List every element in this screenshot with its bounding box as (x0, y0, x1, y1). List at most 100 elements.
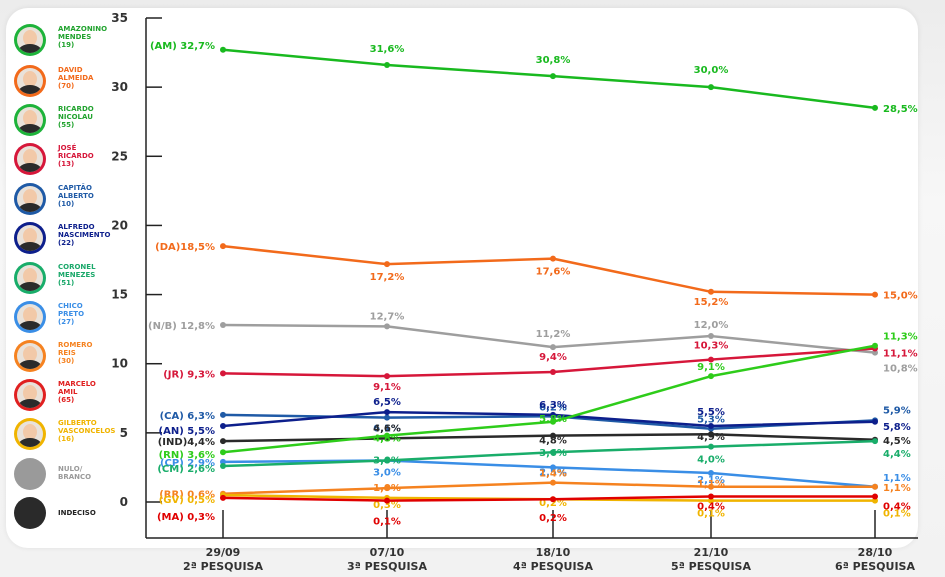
data-label: 5,3% (697, 415, 725, 426)
data-point (220, 449, 226, 456)
data-point (550, 418, 556, 425)
data-point (708, 288, 714, 295)
data-label: 9,1% (697, 362, 725, 373)
legend-item: CAPITÃO ALBERTO (10) (14, 183, 134, 223)
y-tick-label: 25 (111, 149, 128, 163)
legend-label: RICARDO NICOLAU (55) (58, 105, 136, 129)
legend-label: CORONEL MENEZES (51) (58, 263, 136, 287)
candidate-photo-icon (14, 340, 46, 372)
legend-label: ALFREDO NASCIMENTO (22) (58, 223, 136, 247)
legend-label: JOSÉ RICARDO (13) (58, 144, 136, 168)
data-label: 4,5% (883, 436, 911, 447)
data-label: 5,8% (539, 414, 567, 425)
data-label: 9,1% (373, 382, 401, 393)
data-point (708, 333, 714, 340)
data-label: 1,1% (697, 479, 725, 490)
data-label: (DA)18,5% (155, 242, 215, 253)
legend-item: GILBERTO VASCONCELOS (16) (14, 418, 134, 458)
candidate-name: INDECISO (58, 509, 96, 517)
legend-item: INDECISO (14, 497, 134, 537)
data-label: 15,2% (694, 297, 729, 308)
data-point (872, 497, 878, 504)
legend-label: CAPITÃO ALBERTO (10) (58, 184, 136, 208)
data-label: 5,9% (883, 405, 911, 416)
x-tick-sublabel: 5ª PESQUISA (671, 560, 751, 573)
data-label: 3,0% (373, 456, 401, 467)
legend-label: INDECISO (58, 509, 136, 517)
candidate-photo-icon (14, 262, 46, 294)
data-point (708, 469, 714, 476)
data-label: 4,8% (539, 436, 567, 447)
data-point (384, 62, 390, 69)
data-label: 4,8% (373, 434, 401, 445)
data-label: 2,1% (697, 475, 725, 486)
data-point (384, 261, 390, 268)
data-point (872, 349, 878, 356)
x-tick-sublabel: 2ª PESQUISA (183, 560, 263, 573)
data-label: 11,2% (536, 329, 571, 340)
data-label: (GV) 0,5% (159, 495, 215, 506)
data-label: (AN) 5,5% (159, 426, 215, 437)
series-line (221, 481, 877, 495)
data-point (384, 414, 390, 421)
data-label: 30,8% (536, 55, 571, 66)
legend-label: MARCELO AMIL (65) (58, 380, 136, 404)
candidate-photo-icon (14, 301, 46, 333)
data-point (384, 409, 390, 416)
candidate-photo-icon (14, 418, 46, 450)
data-label: 15,0% (883, 291, 918, 302)
data-label: (AM) 32,7% (150, 41, 215, 52)
data-label: 0,1% (883, 509, 911, 520)
y-tick-label: 20 (111, 218, 128, 232)
data-label: 28,5% (883, 104, 918, 115)
data-point (220, 438, 226, 445)
data-point (384, 497, 390, 504)
data-point (220, 463, 226, 470)
data-label: 11,3% (883, 332, 918, 343)
candidate-name: AMAZONINO MENDES (58, 25, 108, 41)
legend-item: NULO/ BRANCO (14, 458, 134, 498)
candidate-number: (13) (58, 160, 75, 168)
data-label: 2,5% (539, 467, 567, 478)
data-point (384, 323, 390, 330)
data-point (708, 443, 714, 450)
data-label: 6,3% (539, 400, 567, 411)
data-label: 1,4% (539, 469, 567, 480)
data-label: 3,0% (373, 468, 401, 479)
x-tick-label: 07/10 (370, 546, 405, 559)
legend-label: NULO/ BRANCO (58, 465, 136, 481)
candidate-number: (19) (58, 41, 75, 49)
legend-label: ROMERO REIS (30) (58, 341, 136, 365)
data-label: 17,2% (370, 272, 405, 283)
legend-item: RICARDO NICOLAU (55) (14, 104, 134, 144)
data-point (550, 449, 556, 456)
data-point (550, 255, 556, 262)
y-tick-label: 0 (120, 495, 128, 509)
x-tick-sublabel: 3ª PESQUISA (347, 560, 427, 573)
data-point (550, 369, 556, 376)
data-label: 0,1% (697, 509, 725, 520)
data-point (550, 344, 556, 351)
data-label: 4,9% (697, 432, 725, 443)
data-point (220, 458, 226, 465)
legend-item: CHICO PRETO (27) (14, 301, 134, 341)
data-point (872, 438, 878, 445)
data-point (384, 457, 390, 464)
data-point (550, 479, 556, 486)
data-point (550, 411, 556, 418)
x-tick-label: 28/10 (858, 546, 893, 559)
data-point (872, 493, 878, 500)
legend-label: CHICO PRETO (27) (58, 302, 136, 326)
data-point (708, 497, 714, 504)
legend-label: AMAZONINO MENDES (19) (58, 25, 136, 49)
data-point (872, 418, 878, 425)
data-point (708, 431, 714, 438)
data-label: (MA) 0,3% (157, 512, 215, 523)
data-label: 1,0% (373, 483, 401, 494)
candidate-name: CORONEL MENEZES (58, 263, 96, 279)
candidate-number: (10) (58, 200, 75, 208)
data-label: 6,1% (373, 424, 401, 435)
data-point (220, 243, 226, 250)
x-tick-label: 21/10 (694, 546, 729, 559)
